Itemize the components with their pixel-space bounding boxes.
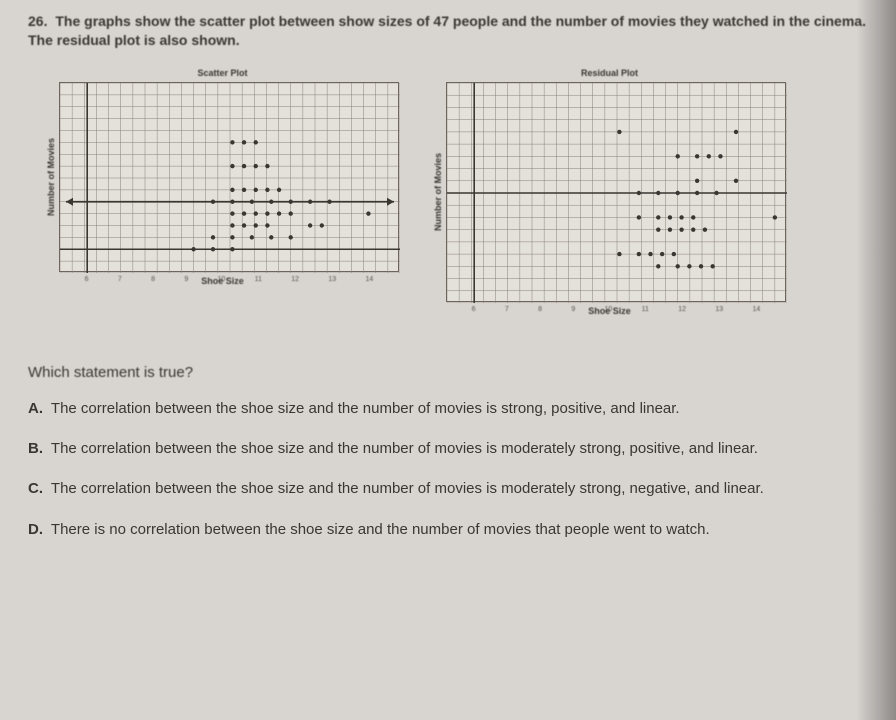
scatter-title: Scatter Plot <box>197 68 247 78</box>
residual-plot: 67891011121314 <box>446 82 786 302</box>
option-b: B. The correlation between the shoe size… <box>28 439 868 459</box>
option-d: D. There is no correlation between the s… <box>28 520 868 540</box>
scatter-plot: 67891011121314 <box>59 82 399 272</box>
option-text: The correlation between the shoe size an… <box>51 480 764 497</box>
option-letter: D. <box>28 521 43 538</box>
option-text: There is no correlation between the shoe… <box>51 521 710 538</box>
option-text: The correlation between the shoe size an… <box>51 400 680 417</box>
option-a: A. The correlation between the shoe size… <box>28 399 868 419</box>
residual-plot-wrap: Residual Plot Number of Movies 678910111… <box>433 68 786 316</box>
question-text: The graphs show the scatter plot between… <box>28 13 866 48</box>
residual-ylabel: Number of Movies <box>433 153 443 231</box>
option-text: The correlation between the shoe size an… <box>51 440 758 457</box>
option-letter: C. <box>28 480 43 497</box>
residual-xlabel: Shoe Size <box>588 306 631 316</box>
question-prompt: Which statement is true? <box>28 364 868 381</box>
charts-row: Scatter Plot Number of Movies 6789101112… <box>28 68 868 316</box>
question-number: 26. <box>28 13 47 29</box>
page-edge-shadow <box>856 0 896 720</box>
residual-title: Residual Plot <box>581 68 638 78</box>
option-c: C. The correlation between the shoe size… <box>28 479 868 499</box>
scatter-xlabel: Shoe Size <box>201 276 244 286</box>
option-letter: B. <box>28 440 43 457</box>
scatter-plot-wrap: Scatter Plot Number of Movies 6789101112… <box>46 68 399 316</box>
question-header: 26. The graphs show the scatter plot bet… <box>28 12 868 50</box>
scatter-ylabel: Number of Movies <box>46 138 56 216</box>
option-letter: A. <box>28 400 43 417</box>
